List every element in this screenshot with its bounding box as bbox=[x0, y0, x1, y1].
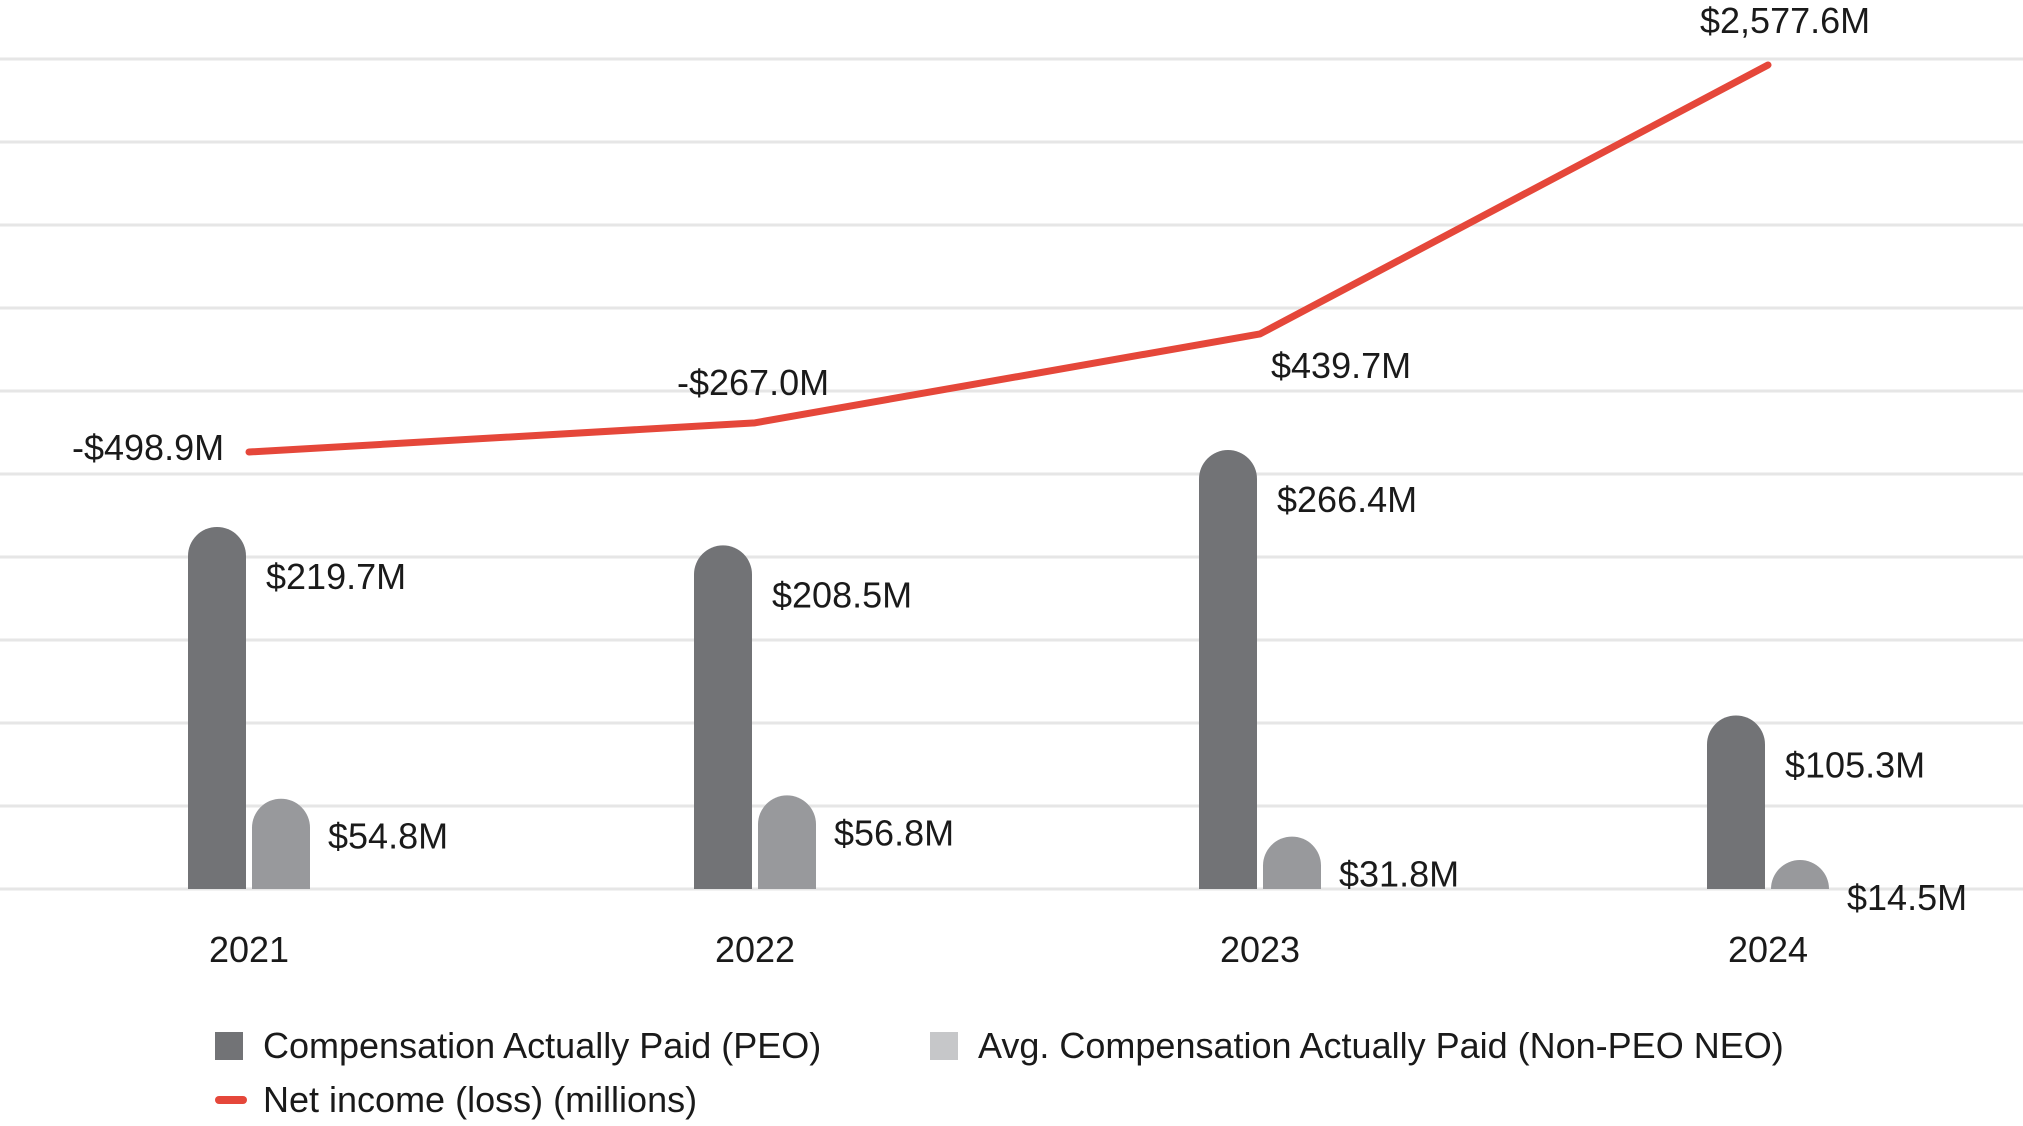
data-label-neo-2024: $14.5M bbox=[1847, 877, 1967, 918]
x-tick-label-2021: 2021 bbox=[209, 929, 289, 970]
bar-peo-2022 bbox=[694, 545, 752, 889]
legend: Compensation Actually Paid (PEO) Avg. Co… bbox=[215, 1025, 1915, 1125]
bar-peo-2023 bbox=[1199, 450, 1257, 889]
data-labels: $219.7M $54.8M $208.5M $56.8M $266.4M $31.8M $… bbox=[72, 0, 1967, 918]
bar-neo-2022 bbox=[758, 795, 816, 889]
data-label-neo-2021: $54.8M bbox=[328, 816, 448, 857]
net-income-line-group bbox=[245, 61, 1772, 456]
legend-swatch-neo bbox=[930, 1032, 958, 1060]
bar-peo-2021 bbox=[188, 526, 246, 889]
x-tick-label-2023: 2023 bbox=[1220, 929, 1300, 970]
grid-lines bbox=[0, 57, 2023, 891]
net-income-point-2023 bbox=[1259, 332, 1261, 335]
bar-peo-2024 bbox=[1707, 715, 1765, 889]
bar-neo-2024 bbox=[1771, 860, 1829, 889]
legend-swatch-peo bbox=[215, 1032, 243, 1060]
data-label-peo-2022: $208.5M bbox=[772, 574, 912, 615]
data-label-net-income-2022: -$267.0M bbox=[677, 362, 829, 403]
data-label-peo-2023: $266.4M bbox=[1277, 479, 1417, 520]
data-label-peo-2024: $105.3M bbox=[1785, 744, 1925, 785]
net-income-line bbox=[245, 61, 1772, 456]
x-tick-label-2022: 2022 bbox=[715, 929, 795, 970]
legend-label-peo: Compensation Actually Paid (PEO) bbox=[263, 1025, 822, 1066]
legend-label-neo: Avg. Compensation Actually Paid (Non-PEO… bbox=[978, 1025, 1784, 1066]
data-label-net-income-2021: -$498.9M bbox=[72, 427, 224, 468]
net-income-point-2022 bbox=[754, 421, 756, 424]
x-axis: 2021 2022 2023 2024 bbox=[209, 929, 1808, 970]
data-label-neo-2022: $56.8M bbox=[834, 812, 954, 853]
bar-neo-2023 bbox=[1263, 836, 1321, 889]
x-tick-label-2024: 2024 bbox=[1728, 929, 1808, 970]
data-label-net-income-2023: $439.7M bbox=[1271, 345, 1411, 386]
data-label-peo-2021: $219.7M bbox=[266, 556, 406, 597]
legend-item-net-income: Net income (loss) (millions) bbox=[215, 1079, 697, 1121]
data-label-net-income-2024: $2,577.6M bbox=[1700, 0, 1870, 41]
net-income-point-2024 bbox=[1767, 64, 1769, 66]
legend-item-neo: Avg. Compensation Actually Paid (Non-PEO… bbox=[930, 1025, 1784, 1067]
bar-neo-2021 bbox=[252, 798, 310, 889]
legend-swatch-net-income bbox=[215, 1096, 247, 1104]
bars bbox=[188, 450, 1829, 889]
legend-item-peo: Compensation Actually Paid (PEO) bbox=[215, 1025, 821, 1067]
data-label-neo-2023: $31.8M bbox=[1339, 854, 1459, 895]
legend-label-net-income: Net income (loss) (millions) bbox=[263, 1079, 698, 1120]
net-income-point-2021 bbox=[248, 451, 250, 453]
